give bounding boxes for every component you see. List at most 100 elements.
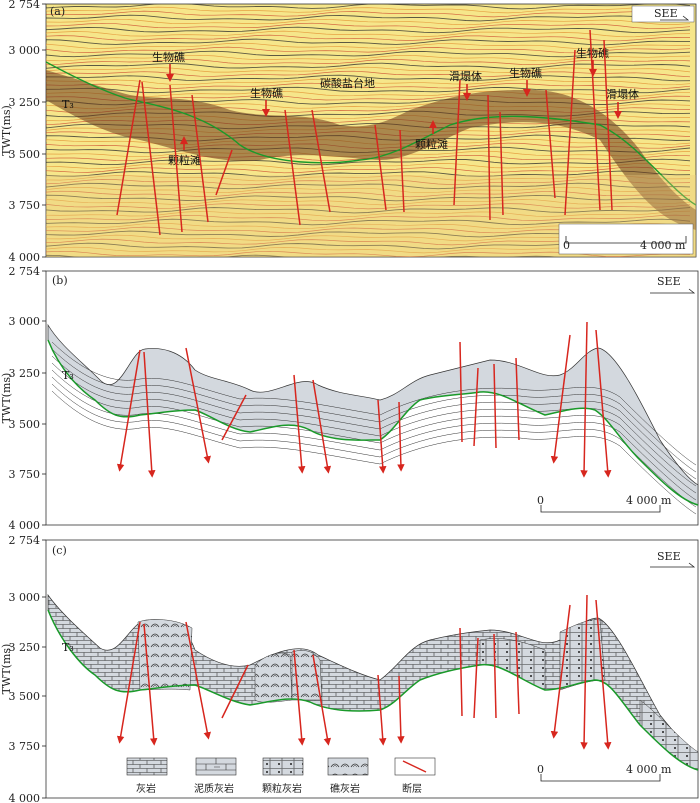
reef-limestone-swatch xyxy=(327,757,369,776)
y-axis-label: TWT(ms) xyxy=(0,105,13,156)
panel-label: (b) xyxy=(52,274,68,287)
panel-label: (a) xyxy=(50,5,65,18)
panel-c: (c) T₃ SEE 0 4 000 m 灰岩 泥质灰岩 颗粒灰岩 礁灰岩 xyxy=(45,539,699,799)
seismic-reflector xyxy=(46,174,691,182)
y-tick-label: 3 750 xyxy=(9,740,41,753)
scale-label-end: 4 000 m xyxy=(640,239,686,252)
strata-line xyxy=(51,383,697,508)
legend-label: 灰岩 xyxy=(136,782,156,795)
annotation-arrows xyxy=(166,60,622,150)
strata-line xyxy=(51,341,697,466)
fault-icon xyxy=(402,760,427,773)
seismic-reflector xyxy=(46,58,691,66)
limestone-swatch xyxy=(126,757,168,776)
legend: 灰岩 泥质灰岩 颗粒灰岩 礁灰岩 断层 xyxy=(126,757,436,795)
strata-line xyxy=(51,390,697,515)
panel-a: 0 4 000 m SEE (a) T₃ 生物礁 生物礁 碳酸盐台地 颗粒滩 滑… xyxy=(45,3,697,258)
direction-arrow-icon xyxy=(650,288,696,294)
direction-label: SEE xyxy=(654,7,678,20)
legend-label: 断层 xyxy=(402,782,422,795)
y-tick-label: 3 250 xyxy=(9,367,41,380)
horizon-t3-line xyxy=(46,61,696,206)
seismic-reflector xyxy=(46,82,691,90)
y-tick-label: 3 750 xyxy=(9,468,41,481)
scale-box xyxy=(558,223,694,255)
annotation-slump: 滑塌体 xyxy=(606,87,639,101)
faults xyxy=(116,29,613,236)
legend-item: 灰岩 xyxy=(126,757,168,795)
annotation-shoal: 颗粒滩 xyxy=(168,153,201,167)
seismic-reflector xyxy=(46,74,691,82)
annotation-platform: 碳酸盐台地 xyxy=(320,76,375,90)
y-tick-label: 3 750 xyxy=(9,199,41,212)
seismic-reflector xyxy=(46,34,691,42)
seismic-reflector xyxy=(46,218,691,226)
horizon-t3-line xyxy=(47,339,699,506)
seismic-reflector xyxy=(46,22,691,30)
legend-item: 断层 xyxy=(394,757,436,795)
y-tick-label: 4 000 xyxy=(9,792,41,803)
y-tick-label: 3 250 xyxy=(9,96,41,109)
seismic-reflector xyxy=(46,38,691,46)
scale-bar xyxy=(540,774,661,782)
panel-b: (b) T₃ SEE 0 4 000 m xyxy=(45,270,699,526)
direction-box xyxy=(631,5,695,23)
seismic-reflector xyxy=(46,186,691,194)
annotation-reef: 生物礁 xyxy=(250,86,283,100)
y-tick-label: 3 250 xyxy=(9,641,41,654)
seismic-reflector xyxy=(46,70,691,78)
legend-item: 礁灰岩 xyxy=(327,757,369,795)
seismic-reflector xyxy=(46,198,691,206)
seismic-reflector xyxy=(46,166,691,174)
y-tick-label: 3 000 xyxy=(9,44,41,57)
annotation-reef: 生物礁 xyxy=(576,46,609,60)
scale-label-start: 0 xyxy=(563,239,570,252)
y-tick-label: 2 754 xyxy=(9,265,41,278)
y-axes: 2 754 3 000 3 250 3 500 3 750 4 000 TWT(ms) 2 7… xyxy=(0,0,46,803)
panel-label: (c) xyxy=(52,544,67,557)
horizon-label: T₃ xyxy=(62,369,74,382)
legend-item: 颗粒灰岩 xyxy=(262,757,304,795)
seismic-reflector xyxy=(46,78,691,86)
seismic-reflector xyxy=(46,170,691,178)
y-tick-label: 3 000 xyxy=(9,591,41,604)
seismic-reflector xyxy=(46,154,691,162)
strata-line xyxy=(51,376,697,501)
seismic-reflector xyxy=(46,194,691,202)
scale-label-start: 0 xyxy=(537,763,544,776)
annotation-shoal: 颗粒滩 xyxy=(415,137,448,151)
seismic-reflector xyxy=(46,207,691,214)
platform-band xyxy=(46,70,696,230)
y-axis-label: TWT(ms) xyxy=(0,373,13,424)
grain-limestone-swatch xyxy=(262,757,304,776)
y-tick-label: 4 000 xyxy=(9,251,41,264)
legend-label: 泥质灰岩 xyxy=(194,782,234,795)
seismic-reflector xyxy=(46,203,691,210)
direction-label: SEE xyxy=(657,275,681,288)
seismic-reflector xyxy=(46,214,691,222)
direction-label: SEE xyxy=(657,550,681,563)
seismic-reflector xyxy=(46,6,691,14)
direction-arrow-icon xyxy=(660,15,690,21)
y-tick-label: 2 754 xyxy=(9,0,41,11)
scale-bar xyxy=(540,505,661,513)
y-tick-label: 3 500 xyxy=(9,418,41,431)
y-tick-label: 4 000 xyxy=(9,519,41,532)
seismic-reflector xyxy=(46,66,691,73)
faults xyxy=(116,594,612,750)
seismic-reflector xyxy=(46,10,691,18)
seismic-reflector xyxy=(46,62,691,70)
seismic-reflector xyxy=(46,86,691,94)
seismic-reflector xyxy=(46,46,691,54)
seismic-reflector xyxy=(46,14,690,22)
seismic-reflector xyxy=(46,50,691,58)
annotation-slump: 滑塌体 xyxy=(449,69,482,83)
legend-label: 颗粒灰岩 xyxy=(262,782,302,795)
y-tick-label: 3 000 xyxy=(9,315,41,328)
scale-label-start: 0 xyxy=(537,494,544,507)
y-tick-label: 3 500 xyxy=(9,690,41,703)
seismic-reflector xyxy=(46,190,691,198)
reef-pod xyxy=(254,652,293,703)
scale-label-end: 4 000 m xyxy=(626,763,672,776)
